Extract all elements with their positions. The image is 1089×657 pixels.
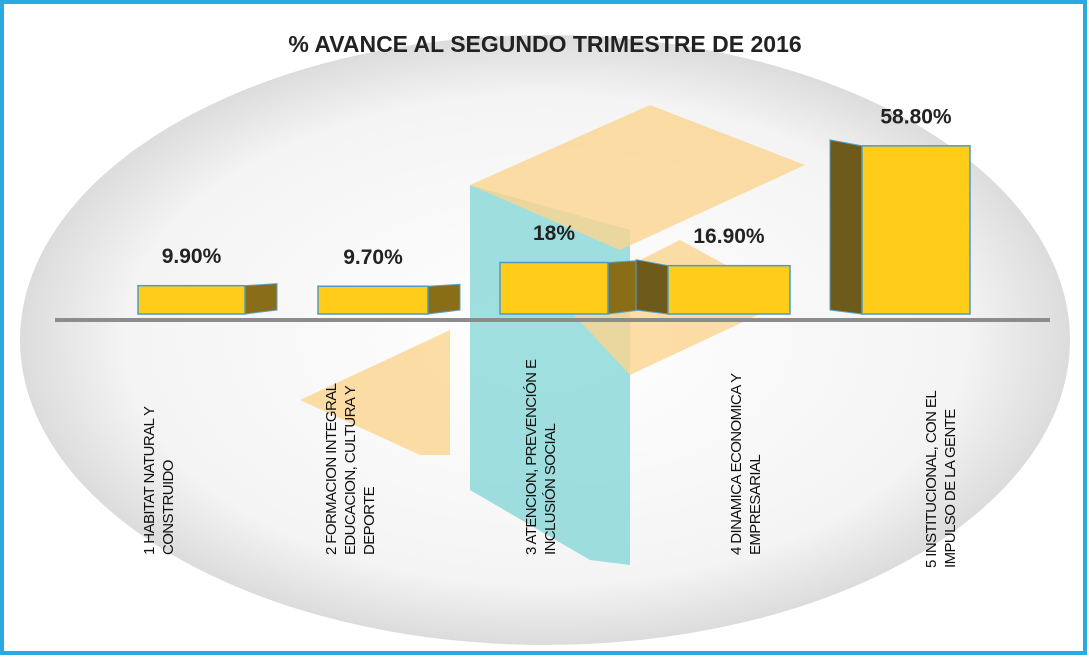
- x-tick-label: 1 HABITAT NATURAL Y CONSTRUIDO: [141, 406, 177, 555]
- bar: [861, 145, 971, 315]
- x-tick-label: 5 INSTITUCIONAL, CON EL IMPULSO DE LA GE…: [923, 391, 959, 568]
- chart-title: % AVANCE AL SEGUNDO TRIMESTRE DE 2016: [288, 31, 801, 57]
- value-label: 18%: [533, 222, 575, 245]
- bar: [499, 261, 609, 315]
- x-tick-label: 4 DINAMICA ECONOMICA Y EMPRESARIAL: [728, 373, 764, 555]
- bar-side: [607, 259, 641, 315]
- floor: [55, 318, 1050, 322]
- decor-orange: [470, 105, 805, 250]
- bar: [317, 285, 429, 315]
- value-label: 58.80%: [880, 105, 952, 128]
- x-tick-label: 3 ATENCION, PREVENCIÓN E INCLUSIÓN SOCIA…: [523, 359, 559, 555]
- value-label: 9.90%: [162, 245, 222, 268]
- bar-side: [829, 139, 863, 315]
- value-label: 9.70%: [343, 246, 403, 269]
- bar: [667, 264, 791, 315]
- bar: [137, 284, 246, 315]
- value-label: 16.90%: [693, 225, 765, 248]
- decor-orange: [300, 330, 450, 455]
- bar-side: [427, 283, 461, 315]
- bar-side: [244, 283, 278, 315]
- bar-side: [635, 259, 669, 315]
- x-tick-label: 2 FORMACION INTEGRAL EDUCACION, CULTURA …: [323, 384, 378, 555]
